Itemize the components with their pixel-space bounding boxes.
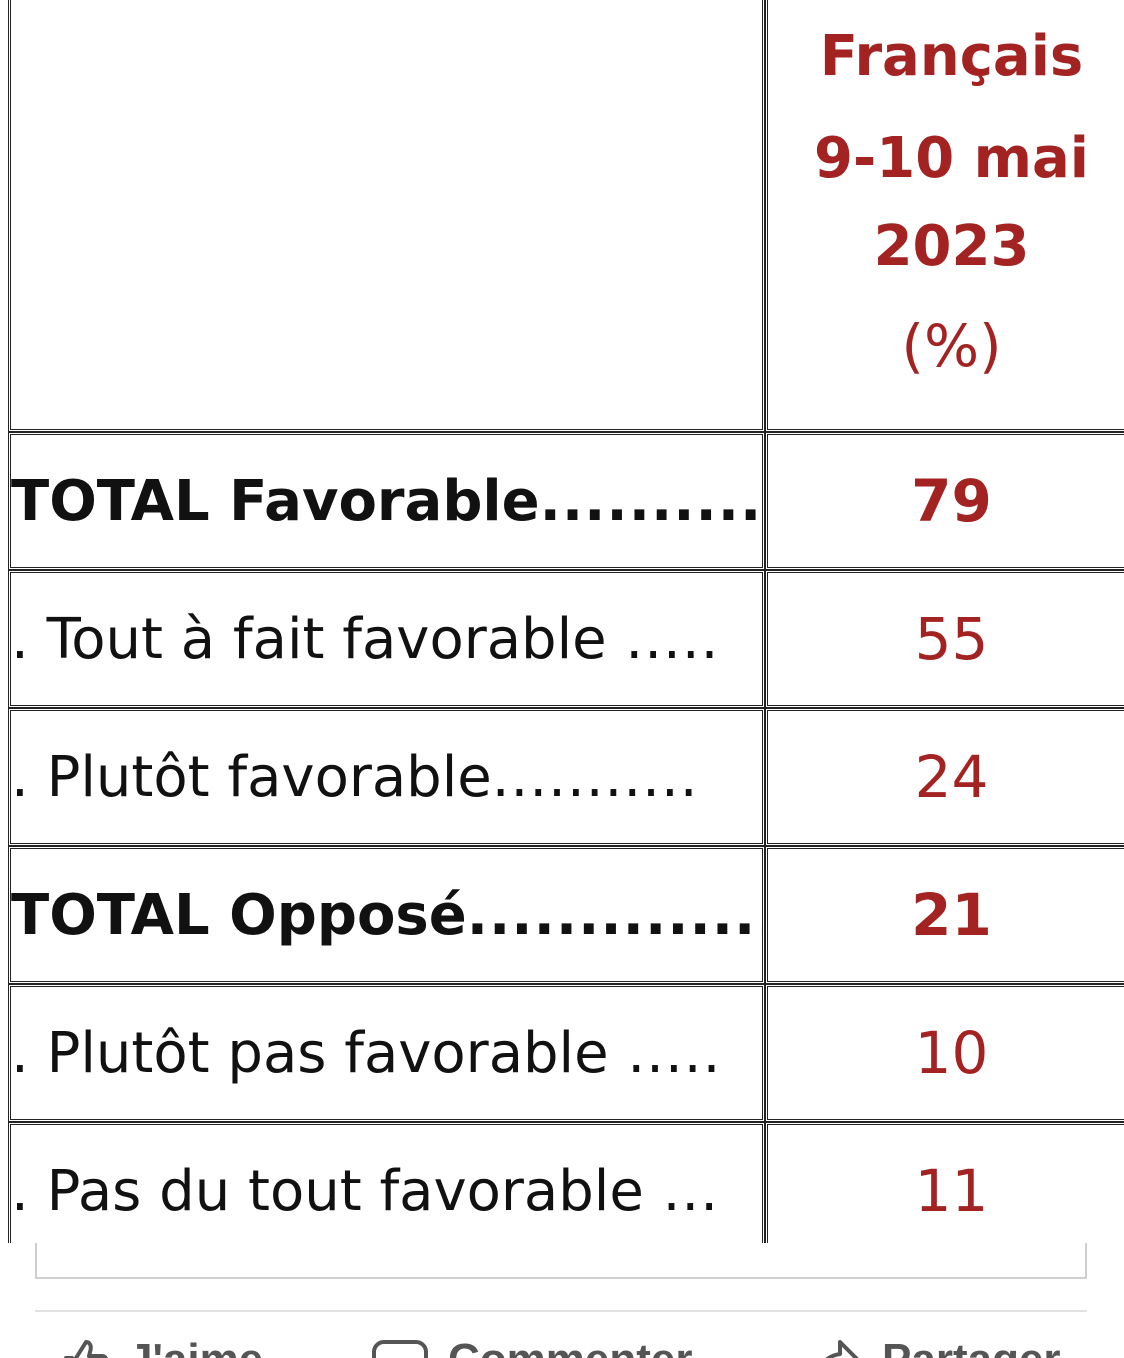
row-value-tout-a-fait-favorable: 55 <box>765 570 1124 708</box>
row-value-total-favorable: 79 <box>765 432 1124 570</box>
header-line-4: 2023 <box>873 214 1030 279</box>
comment-icon <box>372 1338 428 1358</box>
post-action-bar: J'aime Commenter Partager <box>0 1330 1124 1358</box>
header-unit: (%) <box>901 312 1002 380</box>
like-button[interactable]: J'aime <box>62 1338 263 1358</box>
row-value-total-oppose: 21 <box>765 846 1124 984</box>
table-row: TOTAL Favorable........... 79 <box>8 432 1124 570</box>
header-row: des Français 9-10 mai 2023 (%) <box>8 0 1124 432</box>
row-label-plutot-pas-favorable: . Plutôt pas favorable ..... <box>8 984 765 1122</box>
row-label-total-oppose: TOTAL Opposé.............. <box>8 846 765 984</box>
header-line-2: Français <box>819 24 1084 89</box>
table-row: TOTAL Opposé.............. 21 <box>8 846 1124 984</box>
share-button[interactable]: Partager <box>812 1338 1061 1358</box>
table-row: . Tout à fait favorable ..... 55 <box>8 570 1124 708</box>
action-divider <box>35 1310 1087 1312</box>
comment-button[interactable]: Commenter <box>372 1338 693 1358</box>
post-image-frame <box>35 1243 1087 1279</box>
row-value-plutot-favorable: 24 <box>765 708 1124 846</box>
row-value-plutot-pas-favorable: 10 <box>765 984 1124 1122</box>
header-column-cell: des Français 9-10 mai 2023 (%) <box>765 0 1124 432</box>
like-label: J'aime <box>128 1338 263 1358</box>
table-row: . Pas du tout favorable ... 11 <box>8 1122 1124 1243</box>
row-label-total-favorable: TOTAL Favorable........... <box>8 432 765 570</box>
header-line-3: 9-10 mai <box>814 126 1089 191</box>
comment-label: Commenter <box>448 1338 693 1358</box>
table-row: . Plutôt pas favorable ..... 10 <box>8 984 1124 1122</box>
thumbs-up-icon <box>62 1338 108 1358</box>
row-label-pas-du-tout-favorable: . Pas du tout favorable ... <box>8 1122 765 1243</box>
header-line-1: des <box>768 0 1124 13</box>
share-label: Partager <box>882 1338 1061 1358</box>
poll-table-container: des Français 9-10 mai 2023 (%) TOTAL Fav… <box>8 0 1124 1243</box>
table-row: . Plutôt favorable........... 24 <box>8 708 1124 846</box>
row-value-pas-du-tout-favorable: 11 <box>765 1122 1124 1243</box>
poll-table: des Français 9-10 mai 2023 (%) TOTAL Fav… <box>8 0 1124 1243</box>
share-icon <box>812 1338 862 1358</box>
row-label-tout-a-fait-favorable: . Tout à fait favorable ..... <box>8 570 765 708</box>
header-empty-cell <box>8 0 765 432</box>
row-label-plutot-favorable: . Plutôt favorable........... <box>8 708 765 846</box>
